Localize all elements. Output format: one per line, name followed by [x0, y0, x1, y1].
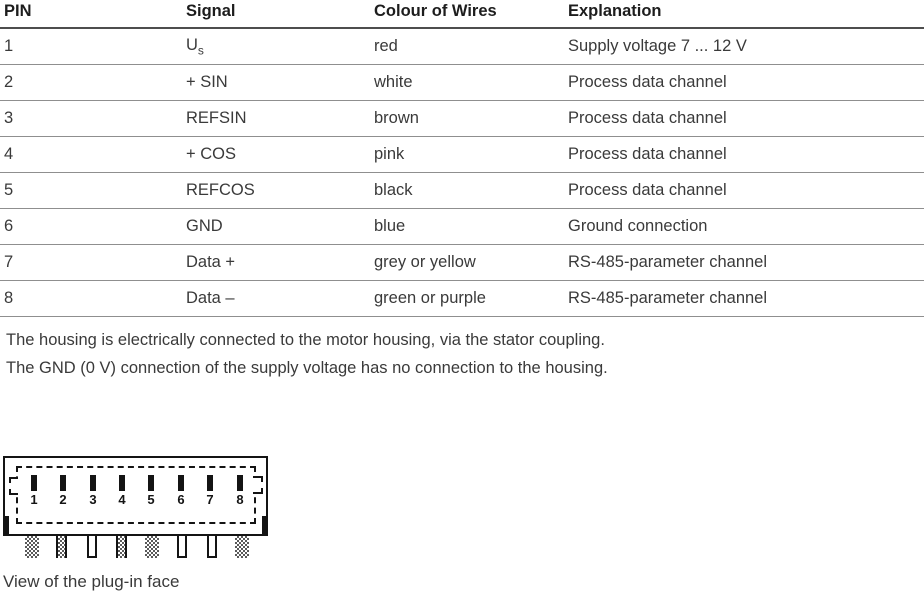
cell-signal: GND	[186, 217, 223, 235]
pin-slot-5: 5	[141, 475, 161, 507]
pin-contact	[237, 475, 243, 491]
table-row: 6 GND blue Ground connection	[0, 209, 924, 245]
mounting-tab-right	[262, 516, 268, 536]
table-row: 5 REFCOS black Process data channel	[0, 173, 924, 209]
connector-inner-outline	[16, 466, 256, 524]
pin-contact	[60, 475, 66, 491]
connector-leg	[116, 536, 127, 558]
cell-colour: grey or yellow	[374, 253, 476, 271]
table-row: 3 REFSIN brown Process data channel	[0, 101, 924, 137]
cell-signal: Data +	[186, 253, 236, 271]
pin-contact	[207, 475, 213, 491]
table-row: 8 Data – green or purple RS-485-paramete…	[0, 281, 924, 317]
pin-contact	[119, 475, 125, 491]
cell-explanation: Process data channel	[568, 73, 727, 91]
connector-leg	[235, 536, 249, 558]
pin-slot-8: 8	[230, 475, 250, 507]
column-header-explanation: Explanation	[568, 2, 662, 20]
cell-colour: black	[374, 181, 413, 199]
pin-contact	[90, 475, 96, 491]
pin-slot-4: 4	[112, 475, 132, 507]
pin-number: 6	[177, 492, 185, 507]
cell-signal: Us	[186, 36, 374, 57]
table-row: 7 Data + grey or yellow RS-485-parameter…	[0, 245, 924, 281]
pin-slot-2: 2	[53, 475, 73, 507]
cell-explanation: RS-485-parameter channel	[568, 253, 768, 271]
column-header-colour: Colour of Wires	[374, 2, 497, 20]
keying-notch-right	[253, 476, 263, 494]
cell-signal: + SIN	[186, 73, 228, 91]
column-header-pin: PIN	[4, 2, 32, 20]
mounting-tab-left	[3, 516, 9, 536]
pin-slot-7: 7	[200, 475, 220, 507]
cell-colour: green or purple	[374, 289, 486, 307]
pin-slot-1: 1	[24, 475, 44, 507]
cell-colour: pink	[374, 145, 405, 163]
signal-symbol: U	[186, 35, 198, 54]
cell-colour: white	[374, 73, 413, 91]
pin-assignment-table: PIN Signal Colour of Wires Explanation 1…	[0, 0, 924, 317]
pin-number: 7	[206, 492, 214, 507]
note-gnd: The GND (0 V) connection of the supply v…	[6, 359, 608, 377]
cell-pin: 7	[4, 253, 14, 271]
cell-colour: brown	[374, 109, 419, 127]
connector-diagram: 1 2 3 4 5 6 7 8	[0, 456, 290, 566]
connector-leg	[87, 536, 97, 558]
pin-number: 3	[89, 492, 97, 507]
cell-signal: REFCOS	[186, 181, 255, 199]
keying-notch-left	[9, 477, 18, 495]
pin-slot-3: 3	[83, 475, 103, 507]
table-row: 2 + SIN white Process data channel	[0, 65, 924, 101]
cell-colour: red	[374, 37, 398, 55]
table-row: 1 Us red Supply voltage 7 ... 12 V	[0, 29, 924, 65]
cell-pin: 2	[4, 73, 14, 91]
pin-number: 1	[30, 492, 38, 507]
connector-body: 1 2 3 4 5 6 7 8	[3, 456, 268, 536]
pin-number: 4	[118, 492, 126, 507]
cell-explanation: Process data channel	[568, 109, 727, 127]
cell-explanation: RS-485-parameter channel	[568, 289, 768, 307]
table-row: 4 + COS pink Process data channel	[0, 137, 924, 173]
table-header-row: PIN Signal Colour of Wires Explanation	[0, 0, 924, 29]
cell-pin: 3	[4, 109, 14, 127]
cell-explanation: Process data channel	[568, 181, 727, 199]
pin-number: 8	[236, 492, 244, 507]
cell-pin: 8	[4, 289, 14, 307]
cell-signal: + COS	[186, 145, 236, 163]
pin-number: 5	[147, 492, 155, 507]
note-housing: The housing is electrically connected to…	[6, 331, 605, 349]
connector-leg	[56, 536, 67, 558]
connector-leg	[207, 536, 217, 558]
cell-signal: Data –	[186, 289, 235, 307]
pin-contact	[178, 475, 184, 491]
connector-leg	[177, 536, 187, 558]
cell-pin: 6	[4, 217, 14, 235]
cell-pin: 4	[4, 145, 14, 163]
pin-contact	[148, 475, 154, 491]
diagram-caption: View of the plug-in face	[3, 572, 180, 591]
cell-explanation: Ground connection	[568, 217, 708, 235]
column-header-signal: Signal	[186, 2, 236, 20]
signal-subscript: s	[197, 43, 204, 58]
cell-pin: 1	[4, 37, 14, 55]
cell-explanation: Process data channel	[568, 145, 727, 163]
pin-contact	[31, 475, 37, 491]
cell-pin: 5	[4, 181, 14, 199]
table-notes: The housing is electrically connected to…	[6, 326, 608, 382]
pin-slot-6: 6	[171, 475, 191, 507]
connector-leg	[25, 536, 39, 558]
cell-explanation: Supply voltage 7 ... 12 V	[568, 37, 747, 55]
cell-colour: blue	[374, 217, 406, 235]
pin-number: 2	[59, 492, 67, 507]
cell-signal: REFSIN	[186, 109, 247, 127]
connector-leg	[145, 536, 159, 558]
